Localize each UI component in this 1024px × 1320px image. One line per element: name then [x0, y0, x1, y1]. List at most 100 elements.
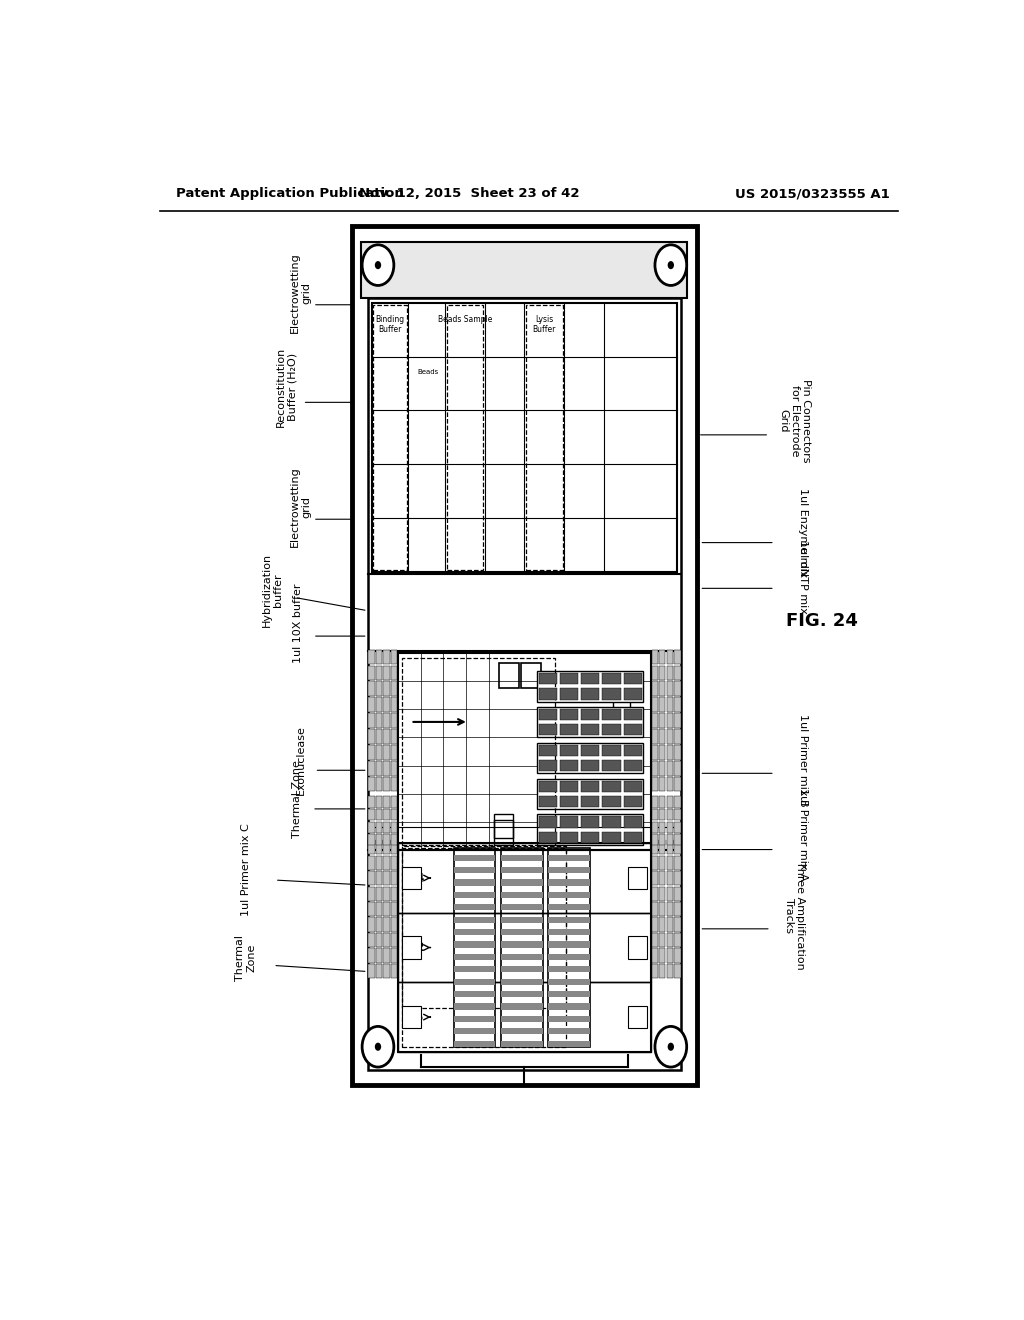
- Bar: [383, 917, 390, 932]
- Bar: [539, 673, 557, 684]
- Bar: [401, 936, 421, 958]
- Bar: [560, 744, 578, 756]
- Bar: [548, 1003, 590, 1010]
- Bar: [667, 933, 673, 948]
- Bar: [454, 867, 496, 873]
- Bar: [369, 841, 375, 854]
- Bar: [667, 917, 673, 932]
- Circle shape: [655, 1027, 687, 1067]
- Bar: [651, 809, 657, 821]
- Bar: [454, 1040, 496, 1047]
- Bar: [391, 902, 397, 916]
- Bar: [539, 817, 557, 828]
- Bar: [539, 689, 557, 700]
- Bar: [659, 948, 666, 962]
- Bar: [659, 841, 666, 854]
- Bar: [454, 1015, 496, 1022]
- Bar: [624, 709, 642, 721]
- Text: Thermal
Zone: Thermal Zone: [234, 936, 256, 981]
- Bar: [376, 776, 382, 792]
- Text: Nov. 12, 2015  Sheet 23 of 42: Nov. 12, 2015 Sheet 23 of 42: [359, 187, 580, 201]
- Bar: [391, 821, 397, 833]
- Bar: [659, 681, 666, 696]
- Bar: [667, 871, 673, 886]
- Bar: [651, 713, 657, 727]
- Bar: [383, 665, 390, 680]
- Bar: [548, 929, 590, 935]
- Circle shape: [362, 244, 394, 285]
- Text: Electrowetting
grid: Electrowetting grid: [290, 467, 311, 548]
- Bar: [369, 649, 375, 664]
- Bar: [560, 780, 578, 792]
- Text: Electrowetting
grid: Electrowetting grid: [290, 252, 311, 333]
- Bar: [391, 760, 397, 776]
- Bar: [674, 841, 681, 854]
- Bar: [369, 809, 375, 821]
- Bar: [659, 933, 666, 948]
- Bar: [376, 855, 382, 870]
- Bar: [391, 964, 397, 978]
- Bar: [501, 929, 543, 935]
- Bar: [667, 665, 673, 680]
- Bar: [548, 941, 590, 948]
- Bar: [376, 665, 382, 680]
- Bar: [376, 871, 382, 886]
- Bar: [651, 729, 657, 743]
- Text: 1ul dNTP mix: 1ul dNTP mix: [798, 540, 808, 614]
- Bar: [499, 663, 519, 689]
- Bar: [391, 697, 397, 711]
- Text: Patent Application Publication: Patent Application Publication: [176, 187, 403, 201]
- Bar: [397, 653, 651, 850]
- Bar: [667, 744, 673, 759]
- Bar: [391, 948, 397, 962]
- Bar: [560, 796, 578, 807]
- Bar: [582, 673, 599, 684]
- Bar: [383, 697, 390, 711]
- Bar: [454, 966, 496, 973]
- Bar: [659, 744, 666, 759]
- Bar: [401, 849, 566, 1047]
- Bar: [659, 697, 666, 711]
- Bar: [548, 867, 590, 873]
- Bar: [560, 673, 578, 684]
- Bar: [383, 649, 390, 664]
- Bar: [369, 887, 375, 900]
- Bar: [501, 916, 543, 923]
- Bar: [624, 832, 642, 843]
- Bar: [659, 917, 666, 932]
- Bar: [582, 709, 599, 721]
- Bar: [537, 743, 643, 774]
- Bar: [674, 809, 681, 821]
- Bar: [548, 954, 590, 960]
- Bar: [582, 796, 599, 807]
- Bar: [383, 902, 390, 916]
- Bar: [501, 904, 543, 911]
- Bar: [674, 933, 681, 948]
- Bar: [454, 904, 496, 911]
- Bar: [376, 681, 382, 696]
- Bar: [383, 713, 390, 727]
- Bar: [352, 227, 697, 1085]
- Bar: [560, 689, 578, 700]
- Bar: [501, 892, 543, 898]
- Bar: [391, 796, 397, 808]
- Bar: [521, 663, 541, 689]
- Bar: [651, 776, 657, 792]
- Bar: [368, 297, 681, 1071]
- Bar: [361, 242, 687, 297]
- Bar: [376, 729, 382, 743]
- Bar: [651, 681, 657, 696]
- Bar: [401, 1006, 421, 1028]
- Bar: [667, 964, 673, 978]
- Bar: [667, 855, 673, 870]
- Bar: [624, 760, 642, 771]
- Text: FIG. 24: FIG. 24: [786, 612, 858, 630]
- Bar: [537, 779, 643, 809]
- Bar: [667, 948, 673, 962]
- Bar: [659, 855, 666, 870]
- Bar: [674, 964, 681, 978]
- Text: 72: 72: [407, 941, 424, 954]
- Bar: [674, 871, 681, 886]
- Bar: [667, 681, 673, 696]
- Bar: [369, 821, 375, 833]
